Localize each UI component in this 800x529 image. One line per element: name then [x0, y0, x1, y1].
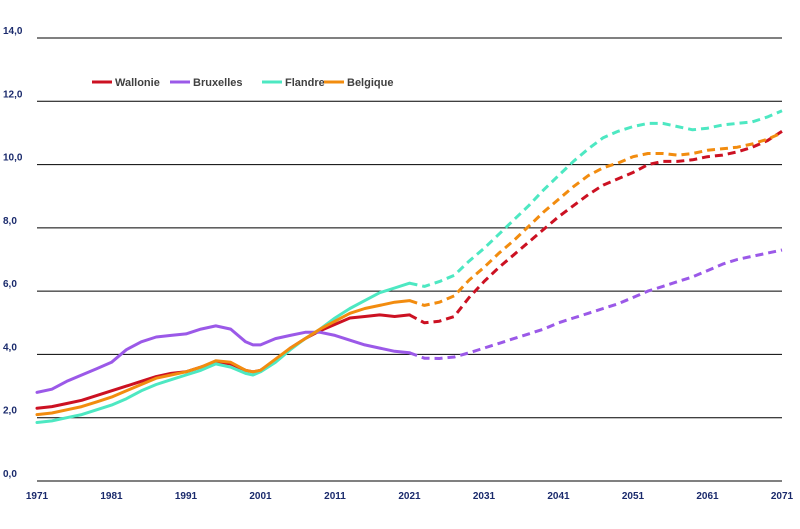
x-tick-label: 2041	[547, 491, 570, 502]
legend-label-wallonie: Wallonie	[115, 77, 160, 89]
series-projection-bruxelles	[408, 248, 783, 360]
legend-label-bruxelles: Bruxelles	[193, 77, 243, 89]
axes: 0,0 2,0 4,0 6,0 8,0 10,0 12,0 14,0 1971 1981 1991 2…	[3, 26, 794, 502]
y-tick-label: 10,0	[3, 153, 23, 164]
x-tick-label: 1971	[26, 491, 49, 502]
x-tick-label: 1981	[100, 491, 123, 502]
y-tick-label: 0,0	[3, 469, 17, 480]
y-tick-label: 6,0	[3, 279, 17, 290]
grid-lines	[37, 37, 782, 482]
series-line-belgique	[35, 299, 411, 417]
x-tick-label: 2001	[249, 491, 272, 502]
series-projection-belgique	[409, 131, 783, 307]
series-projection-flandre	[409, 109, 783, 288]
x-tick-label: 2011	[324, 491, 346, 502]
x-tick-label: 2061	[696, 491, 719, 502]
legend-label-belgique: Belgique	[347, 77, 393, 89]
y-tick-label: 2,0	[3, 406, 17, 417]
y-tick-label: 4,0	[3, 342, 17, 353]
x-tick-label: 2021	[398, 491, 421, 502]
series-line-bruxelles	[35, 324, 411, 394]
y-tick-label: 14,0	[3, 26, 23, 37]
x-tick-label: 2051	[622, 491, 645, 502]
series-projection-wallonie	[408, 130, 783, 325]
x-tick-label: 1991	[175, 491, 198, 502]
legend-label-flandre: Flandre	[285, 77, 325, 89]
y-tick-label: 8,0	[3, 216, 17, 227]
legend: Wallonie Bruxelles Flandre Belgique	[92, 77, 393, 89]
y-tick-label: 12,0	[3, 89, 23, 100]
series-lines	[35, 109, 783, 424]
x-tick-label: 2071	[771, 491, 794, 502]
x-tick-label: 2031	[473, 491, 496, 502]
series-line-flandre	[35, 281, 411, 424]
